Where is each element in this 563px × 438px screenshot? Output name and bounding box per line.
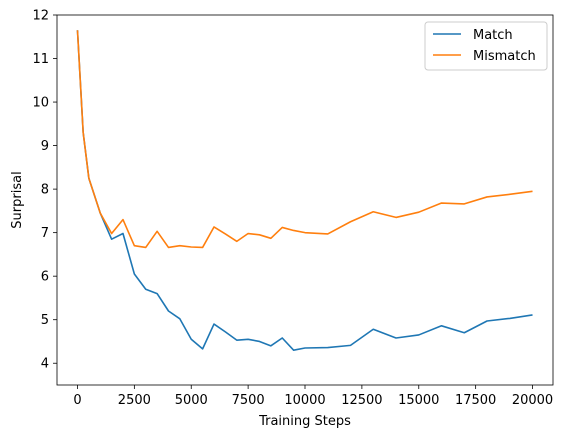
x-tick-label: 2500 <box>118 393 151 408</box>
y-tick-label: 4 <box>41 357 49 372</box>
x-tick-label: 7500 <box>232 393 265 408</box>
x-axis-label: Training Steps <box>258 414 351 429</box>
legend-label-match: Match <box>473 28 513 43</box>
series-line-mismatch <box>76 30 533 249</box>
series-layer <box>76 30 533 351</box>
x-tick-label: 15000 <box>398 393 439 408</box>
plot-frame <box>56 14 554 386</box>
x-tick-label: 10000 <box>284 393 325 408</box>
legend: Match Mismatch <box>424 21 548 71</box>
series-line-match <box>76 30 533 351</box>
x-tick-label: 17500 <box>455 393 496 408</box>
y-tick-label: 5 <box>41 313 49 328</box>
x-tick-label: 0 <box>73 393 81 408</box>
x-axis-ticks: 0 2500 5000 7500 10000 12500 15000 17500 20000 <box>73 385 553 408</box>
y-tick-label: 10 <box>32 96 49 111</box>
y-tick-label: 8 <box>41 183 49 198</box>
y-axis-ticks: 4 5 6 7 8 9 10 11 12 <box>32 9 57 372</box>
y-tick-label: 12 <box>32 9 49 24</box>
y-tick-label: 9 <box>41 139 49 154</box>
y-tick-label: 7 <box>41 226 49 241</box>
y-axis-label: Surprisal <box>10 171 25 228</box>
legend-label-mismatch: Mismatch <box>473 49 536 64</box>
x-tick-label: 20000 <box>512 393 553 408</box>
y-tick-label: 11 <box>32 52 49 67</box>
x-tick-label: 5000 <box>175 393 208 408</box>
plot-area <box>57 15 553 385</box>
y-tick-label: 6 <box>41 270 49 285</box>
x-tick-label: 12500 <box>341 393 382 408</box>
